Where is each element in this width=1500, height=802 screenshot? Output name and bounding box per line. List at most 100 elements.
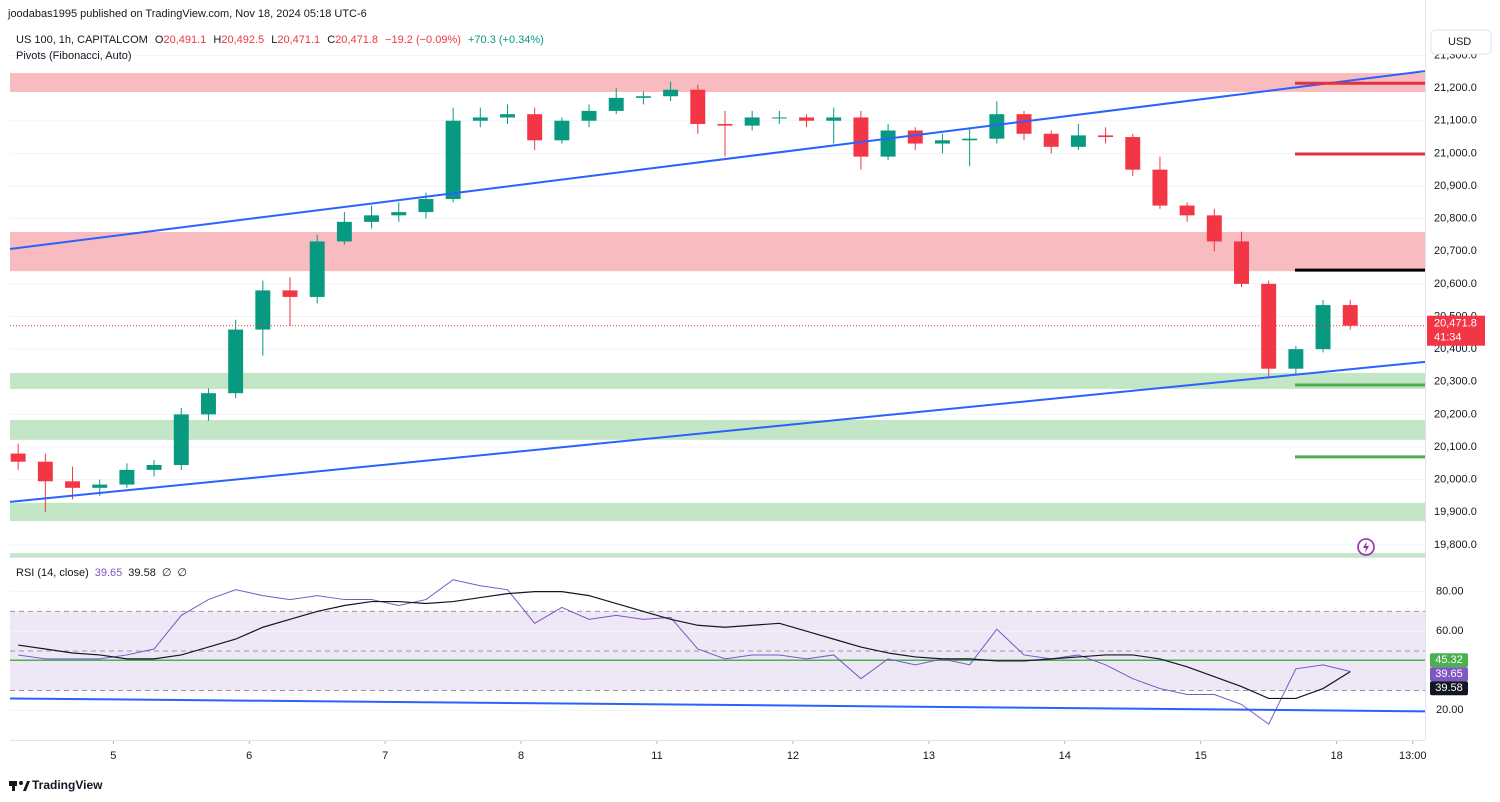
y-tick-label: 20,100.0: [1434, 441, 1477, 453]
y-tick-label: 20,700.0: [1434, 245, 1477, 257]
candle-body: [853, 117, 869, 157]
candle-body: [1261, 283, 1277, 369]
candle-body: [554, 120, 570, 141]
x-tick-label: 5: [110, 750, 116, 762]
rsi-line: [18, 591, 1351, 700]
candle-body: [173, 414, 189, 465]
y-tick-label: 20,900.0: [1434, 180, 1477, 192]
ohlc-label: H: [213, 34, 221, 46]
candle-body: [1152, 169, 1168, 206]
candle-body: [1070, 135, 1086, 147]
value-badge-label: 39.58: [1435, 682, 1463, 694]
rsi-legend-value: 39.65: [95, 567, 123, 579]
candle-body: [92, 484, 108, 488]
last-price-badge: [1427, 315, 1485, 346]
candle-body: [581, 110, 597, 121]
y-tick-label: 20,400.0: [1434, 343, 1477, 355]
candle-body: [717, 123, 733, 126]
y-tick-label: 21,000.0: [1434, 147, 1477, 159]
candle-body: [37, 461, 53, 482]
candle-body: [445, 120, 461, 200]
candle-body: [1342, 305, 1358, 326]
publisher-line: joodabas1995 published on TradingView.co…: [7, 8, 367, 20]
candle-body: [880, 130, 896, 157]
x-tick-label: 13:00: [1399, 750, 1427, 762]
x-tick-label: 11: [651, 750, 662, 762]
background-layer: [10, 54, 1425, 711]
rsi-legend-value: ∅: [162, 567, 172, 579]
y-tick-label: 20,800.0: [1434, 213, 1477, 225]
candle-body: [934, 140, 950, 144]
currency-label[interactable]: USD: [1448, 36, 1471, 48]
candle-body: [1125, 137, 1141, 170]
candle-body: [146, 464, 162, 470]
candle-body: [418, 199, 434, 213]
trend-line: [9, 697, 1426, 713]
ohlc-value: 20,471.8: [335, 34, 378, 46]
currency-button[interactable]: [1430, 29, 1492, 55]
value-badge-label: 45.32: [1435, 654, 1463, 666]
x-tick-label: 15: [1195, 750, 1207, 762]
candle-body: [1206, 215, 1222, 242]
candle-body: [1179, 205, 1195, 216]
zone: [10, 231, 1425, 272]
rsi-legend-value: ∅: [177, 567, 187, 579]
value-badge: [1430, 667, 1468, 682]
rsi-line: [18, 579, 1351, 725]
plot-layer: 19,800.0 19,900.0 20,000.0 20,100.0 20,200.0…: [9, 49, 1485, 762]
candle-body: [608, 97, 624, 111]
candle-body: [962, 138, 978, 141]
x-tick-label: 18: [1331, 750, 1343, 762]
candle-body: [255, 290, 271, 330]
candle-body: [1315, 305, 1331, 350]
candle-body: [1043, 133, 1059, 147]
x-tick-label: 13: [923, 750, 935, 762]
extended-change: +70.3 (+0.34%): [468, 34, 544, 46]
rsi-legend: RSI (14, close) 39.65 39.58 ∅ ∅: [16, 567, 187, 579]
candle-body: [1098, 135, 1114, 138]
countdown: 41:34: [1434, 332, 1462, 344]
y-tick-label: 20.00: [1436, 704, 1464, 716]
candle-body: [744, 117, 760, 126]
candle-body: [663, 89, 679, 97]
last-price-label: 20,471.8: [1434, 318, 1477, 330]
symbol-legend: US 100, 1h, CAPITALCOM O20,491.1 H20,492…: [16, 34, 544, 46]
candle-body: [1234, 241, 1249, 284]
x-tick-label: 14: [1059, 750, 1071, 762]
candle-body: [799, 117, 815, 121]
candle-body: [500, 114, 515, 118]
candle-body: [65, 481, 81, 488]
candle-body: [472, 117, 488, 121]
candle-body: [635, 96, 651, 98]
candle-body: [309, 241, 325, 297]
indicator-legend: Pivots (Fibonacci, Auto): [16, 50, 132, 62]
trend-line: [9, 360, 1426, 503]
brand-name: TradingView: [32, 778, 103, 792]
y-tick-label: 19,800.0: [1434, 539, 1477, 551]
zone: [10, 419, 1425, 440]
zone: [10, 73, 1425, 92]
y-tick-label: 19,900.0: [1434, 506, 1477, 518]
y-tick-label: 21,100.0: [1434, 115, 1477, 127]
candle-body: [907, 130, 923, 144]
brand-logo: [9, 781, 30, 791]
rsi-legend-value: 39.58: [128, 567, 156, 579]
alert-icon[interactable]: [1357, 538, 1375, 556]
candle-body: [690, 89, 706, 124]
zone: [10, 553, 1425, 557]
zone: [10, 372, 1425, 389]
y-tick-label: 80.00: [1436, 586, 1464, 598]
x-tick-label: 12: [787, 750, 799, 762]
rsi-band: [10, 611, 1425, 691]
y-tick-label: 20,300.0: [1434, 376, 1477, 388]
candle-body: [119, 469, 135, 485]
candle-body: [989, 114, 1005, 139]
y-tick-label: 60.00: [1436, 625, 1464, 637]
y-tick-label: 20,000.0: [1434, 474, 1477, 486]
trend-line: [9, 70, 1426, 250]
candle-body: [1016, 114, 1032, 134]
ohlc-value: 20,492.5: [221, 34, 264, 46]
zone: [10, 502, 1425, 522]
candle-body: [282, 290, 298, 297]
